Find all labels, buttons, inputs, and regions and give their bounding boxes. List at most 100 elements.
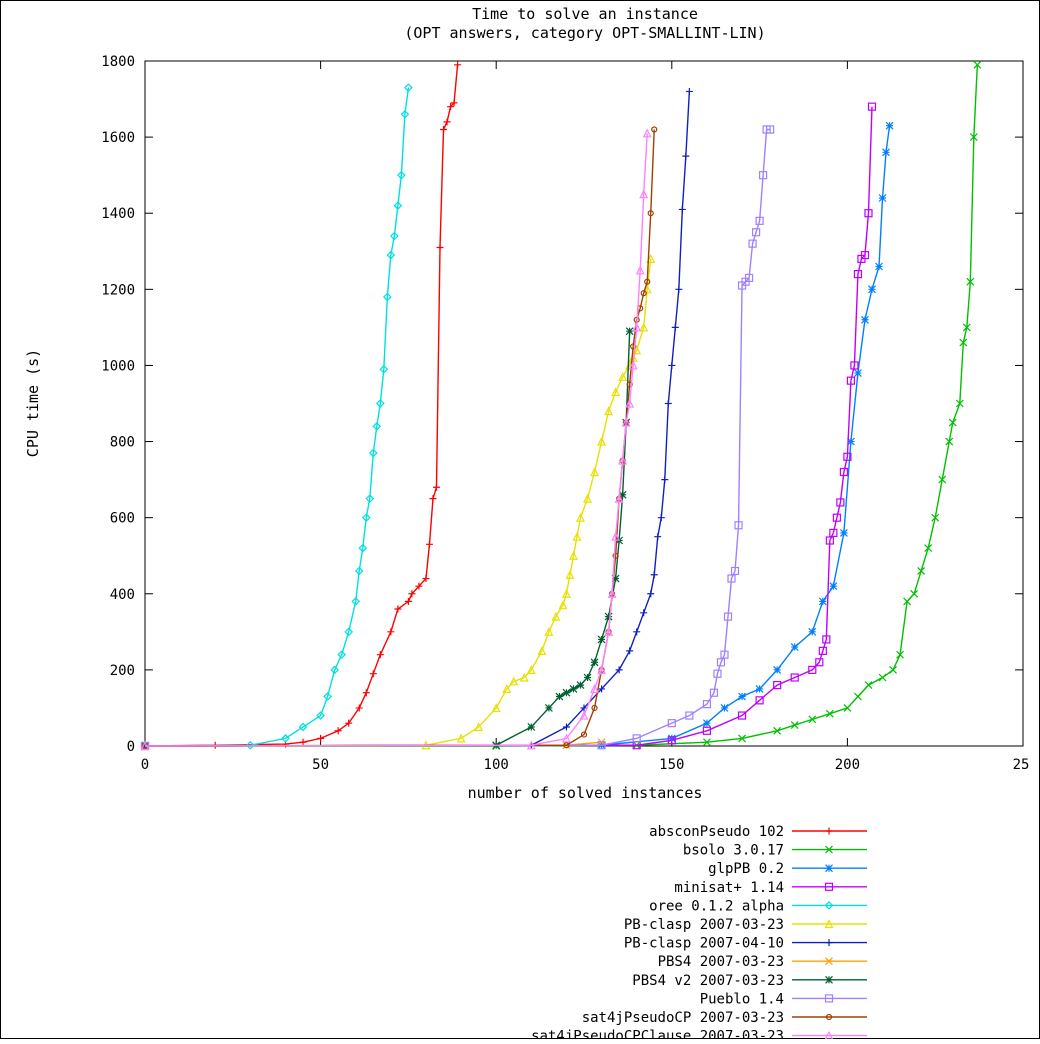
data-point xyxy=(738,734,746,743)
data-point xyxy=(394,605,402,613)
data-point xyxy=(748,239,757,248)
data-point xyxy=(896,650,905,659)
data-point xyxy=(502,684,512,694)
y-tick-label: 1000 xyxy=(101,358,135,374)
data-point xyxy=(604,626,614,636)
data-point xyxy=(910,589,919,598)
data-point xyxy=(829,528,838,537)
data-point xyxy=(878,673,887,682)
data-point xyxy=(709,688,719,697)
data-point xyxy=(702,700,712,709)
legend-label: absconPseudo 102 xyxy=(649,824,784,840)
data-point xyxy=(661,476,669,484)
legend-label: oree 0.1.2 alpha xyxy=(649,898,784,914)
data-point xyxy=(563,742,570,749)
data-point xyxy=(850,361,859,370)
data-point xyxy=(639,189,649,199)
legend-marker xyxy=(825,845,833,854)
data-point xyxy=(330,665,339,675)
legend-label: Pueblo 1.4 xyxy=(700,991,784,1007)
data-point xyxy=(519,672,529,682)
data-point xyxy=(579,710,589,720)
data-point xyxy=(667,736,676,745)
data-point xyxy=(379,364,389,374)
data-point xyxy=(773,665,782,674)
legend-label: bsolo 3.0.17 xyxy=(683,843,784,859)
data-point xyxy=(668,361,676,369)
data-point xyxy=(368,448,378,458)
y-tick-label: 1400 xyxy=(101,206,135,222)
data-point xyxy=(682,152,690,160)
data-point xyxy=(281,734,290,743)
data-point xyxy=(630,343,637,350)
data-point xyxy=(790,643,799,651)
data-point xyxy=(868,285,876,294)
data-point xyxy=(597,741,606,750)
data-point xyxy=(948,418,957,427)
legend: absconPseudo 102 bsolo 3.0.17 glpPB 0.2 min… xyxy=(531,824,867,1044)
data-point xyxy=(509,676,519,686)
data-point xyxy=(818,597,827,606)
data-point xyxy=(454,61,462,69)
data-point xyxy=(790,673,799,682)
data-point xyxy=(323,692,332,701)
data-point xyxy=(818,646,827,655)
x-tick-label: 50 xyxy=(312,757,329,773)
data-point xyxy=(864,681,873,690)
data-point xyxy=(737,711,747,720)
data-point xyxy=(759,171,768,180)
data-point xyxy=(825,536,834,545)
data-point xyxy=(611,387,621,397)
data-point xyxy=(854,369,862,377)
data-point xyxy=(362,689,370,697)
data-point xyxy=(456,733,466,743)
data-point xyxy=(618,455,628,465)
data-point xyxy=(590,467,600,477)
data-point xyxy=(702,719,711,728)
legend-entry: sat4jPseudoCP 2007-03-23 xyxy=(582,1010,867,1026)
legend-label: sat4jPseudoCP 2007-03-23 xyxy=(582,1010,784,1026)
data-point xyxy=(365,494,375,503)
data-point xyxy=(654,533,662,541)
data-point xyxy=(945,437,954,446)
data-point xyxy=(955,399,964,408)
data-point xyxy=(544,626,554,636)
data-point xyxy=(576,681,585,690)
data-point xyxy=(583,493,592,503)
legend-entry: bsolo 3.0.17 xyxy=(683,843,867,859)
legend-entry: Pueblo 1.4 xyxy=(700,991,867,1007)
y-tick-label: 400 xyxy=(110,587,135,603)
data-point xyxy=(598,685,606,693)
x-tick-label: 100 xyxy=(484,757,509,773)
data-point xyxy=(597,635,606,644)
data-point xyxy=(755,216,764,225)
x-tick-label: 25 xyxy=(1013,757,1030,773)
data-point xyxy=(650,571,658,579)
y-tick-label: 0 xyxy=(127,739,135,755)
data-point xyxy=(832,513,841,522)
data-point xyxy=(440,126,448,133)
data-point xyxy=(474,722,484,732)
data-point xyxy=(644,278,651,285)
data-point xyxy=(713,669,722,678)
data-point xyxy=(580,731,588,738)
legend-marker xyxy=(824,882,834,891)
data-point xyxy=(390,231,399,241)
data-point xyxy=(773,681,782,690)
legend-marker xyxy=(824,994,834,1003)
legend-entry: PBS4 v2 2007-03-23 xyxy=(632,973,867,989)
series-11 xyxy=(140,128,652,751)
legend-label: glpPB 0.2 xyxy=(708,861,784,877)
data-point xyxy=(846,376,856,385)
data-point xyxy=(628,360,638,370)
data-point xyxy=(808,715,817,724)
series-4 xyxy=(140,83,413,751)
data-point xyxy=(843,704,852,712)
x-tick-label: 0 xyxy=(141,757,149,773)
data-point xyxy=(576,512,585,522)
data-point xyxy=(555,692,564,701)
data-point xyxy=(633,628,641,636)
data-point xyxy=(298,722,308,732)
data-point xyxy=(625,327,634,336)
